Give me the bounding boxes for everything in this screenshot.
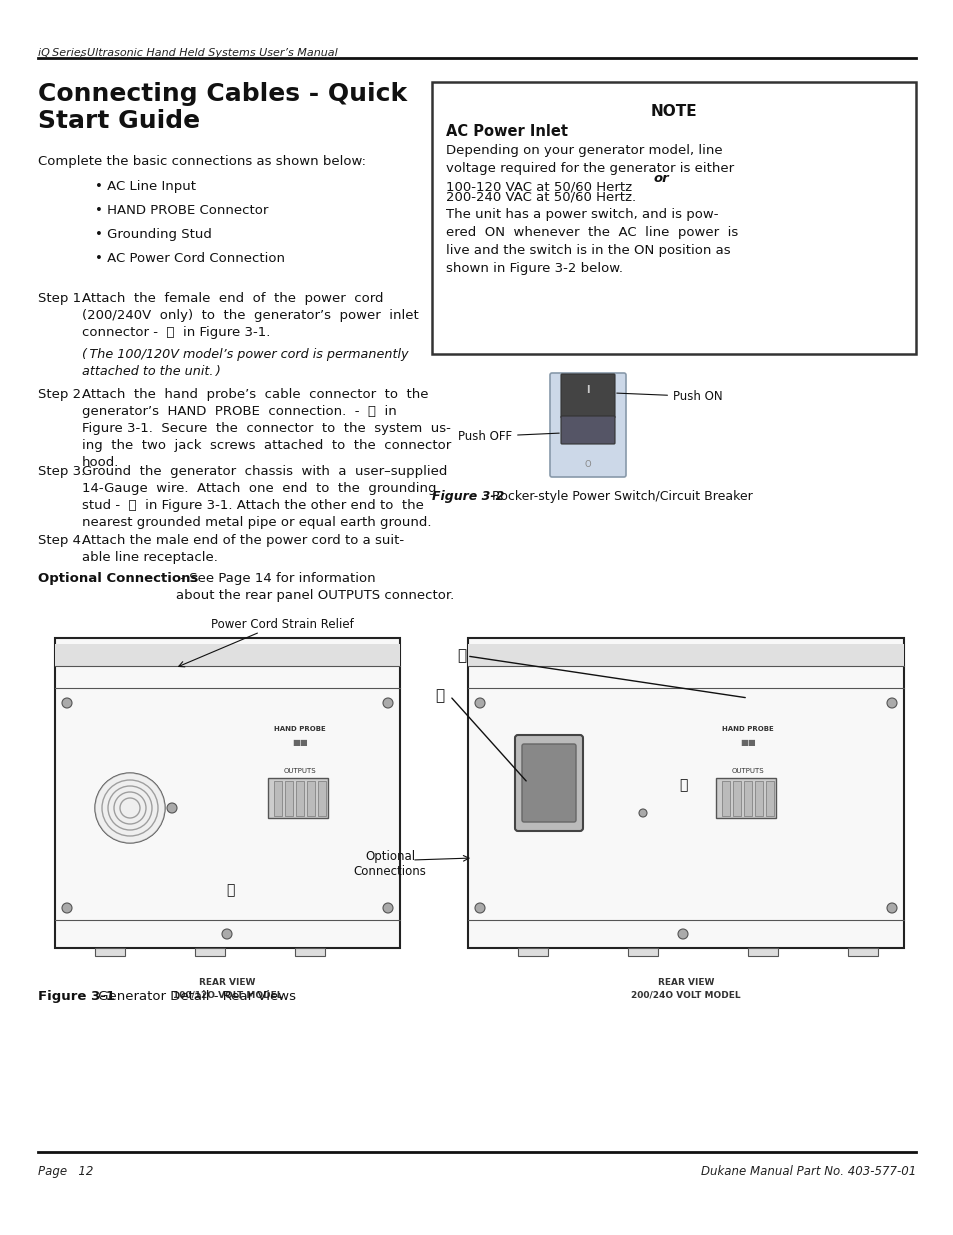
Text: Generator Detail - Rear Views: Generator Detail - Rear Views [94, 990, 295, 1003]
Text: • AC Line Input: • AC Line Input [95, 180, 195, 193]
Circle shape [678, 929, 687, 939]
Text: REAR VIEW: REAR VIEW [199, 978, 255, 987]
Text: Rocker-style Power Switch/Circuit Breaker: Rocker-style Power Switch/Circuit Breake… [483, 490, 752, 503]
Text: OUTPUTS: OUTPUTS [283, 768, 316, 774]
Circle shape [62, 698, 71, 708]
Bar [285, 781, 293, 816]
Circle shape [382, 903, 393, 913]
Text: Ⓒ: Ⓒ [679, 778, 686, 792]
Bar [194, 948, 225, 956]
Bar [747, 948, 778, 956]
Text: Optional Connections: Optional Connections [38, 572, 198, 585]
Bar [95, 948, 125, 956]
Circle shape [167, 803, 177, 813]
Circle shape [475, 698, 484, 708]
Text: Connecting Cables - Quick
Start Guide: Connecting Cables - Quick Start Guide [38, 82, 407, 133]
Text: 200-240 VAC at 50/60 Hertz.
The unit has a power switch, and is pow-
ered  ON  w: 200-240 VAC at 50/60 Hertz. The unit has… [446, 190, 738, 275]
Text: Step 2.: Step 2. [38, 388, 85, 401]
Circle shape [95, 773, 165, 844]
Bar [468, 643, 903, 666]
Text: Complete the basic connections as shown below:: Complete the basic connections as shown … [38, 156, 366, 168]
Circle shape [639, 809, 646, 818]
Circle shape [475, 903, 484, 913]
Text: iQ Series: iQ Series [38, 48, 87, 58]
Bar [268, 778, 328, 818]
Bar [307, 781, 314, 816]
Bar [55, 643, 399, 666]
Bar [317, 781, 326, 816]
Text: ■■: ■■ [740, 739, 755, 747]
Text: O: O [584, 459, 591, 469]
Bar [743, 781, 751, 816]
Bar [627, 948, 658, 956]
Bar [765, 781, 773, 816]
Text: - See Page 14 for information
about the rear panel OUTPUTS connector.: - See Page 14 for information about the … [175, 572, 454, 601]
Circle shape [382, 698, 393, 708]
Text: Push OFF: Push OFF [457, 430, 558, 443]
Circle shape [886, 903, 896, 913]
Text: HAND PROBE: HAND PROBE [274, 726, 326, 732]
Text: Figure 3-2: Figure 3-2 [432, 490, 504, 503]
Text: • AC Power Cord Connection: • AC Power Cord Connection [95, 252, 285, 266]
Circle shape [886, 698, 896, 708]
Text: 200/24O VOLT MODEL: 200/24O VOLT MODEL [631, 990, 740, 1000]
Text: Attach the male end of the power cord to a suit-
able line receptacle.: Attach the male end of the power cord to… [82, 534, 404, 564]
Bar [517, 948, 547, 956]
Bar [294, 948, 325, 956]
FancyBboxPatch shape [515, 735, 582, 831]
Text: Power Cord Strain Relief: Power Cord Strain Relief [211, 618, 353, 631]
Text: ( The 100/120V model’s power cord is permanently
attached to the unit. ): ( The 100/120V model’s power cord is per… [82, 348, 408, 378]
Text: Attach  the  hand  probe’s  cable  connector  to  the
generator’s  HAND  PROBE  : Attach the hand probe’s cable connector … [82, 388, 451, 469]
Text: • HAND PROBE Connector: • HAND PROBE Connector [95, 204, 268, 217]
Bar [721, 781, 729, 816]
Text: Ⓐ: Ⓐ [435, 688, 444, 703]
Text: Ⓑ: Ⓑ [456, 648, 466, 663]
Text: Step 1.: Step 1. [38, 291, 85, 305]
Text: HAND PROBE: HAND PROBE [721, 726, 773, 732]
Text: , Ultrasonic Hand Held Systems User’s Manual: , Ultrasonic Hand Held Systems User’s Ma… [80, 48, 337, 58]
Bar [716, 778, 775, 818]
Text: Step 3.: Step 3. [38, 466, 85, 478]
Bar [295, 781, 304, 816]
Text: Push ON: Push ON [617, 390, 721, 403]
Text: I: I [586, 385, 589, 395]
FancyBboxPatch shape [560, 374, 615, 417]
Text: Step 4.: Step 4. [38, 534, 85, 547]
Text: AC Power Inlet: AC Power Inlet [446, 124, 567, 140]
Text: • Grounding Stud: • Grounding Stud [95, 228, 212, 241]
Bar [732, 781, 740, 816]
Text: Figure 3-1: Figure 3-1 [38, 990, 115, 1003]
Text: OUTPUTS: OUTPUTS [731, 768, 763, 774]
Circle shape [222, 929, 232, 939]
Text: Depending on your generator model, line
voltage required for the generator is ei: Depending on your generator model, line … [446, 144, 734, 193]
Text: or: or [654, 172, 669, 185]
FancyBboxPatch shape [550, 373, 625, 477]
Text: Ⓒ: Ⓒ [226, 883, 233, 897]
Text: 100/12O VOLT MODEL: 100/12O VOLT MODEL [172, 990, 282, 1000]
Text: REAR VIEW: REAR VIEW [658, 978, 714, 987]
Text: NOTE: NOTE [650, 104, 697, 119]
Text: Attach  the  female  end  of  the  power  cord
(200/240V  only)  to  the  genera: Attach the female end of the power cord … [82, 291, 418, 338]
Text: Dukane Manual Part No. 403-577-01: Dukane Manual Part No. 403-577-01 [700, 1165, 915, 1178]
Text: Optional
Connections: Optional Connections [354, 850, 426, 878]
Text: Page   12: Page 12 [38, 1165, 93, 1178]
FancyBboxPatch shape [560, 416, 615, 445]
FancyBboxPatch shape [521, 743, 576, 823]
Bar [432, 82, 915, 354]
Bar [274, 781, 282, 816]
Bar [754, 781, 762, 816]
Text: Ground  the  generator  chassis  with  a  user–supplied
14-Gauge  wire.  Attach : Ground the generator chassis with a user… [82, 466, 447, 529]
Bar [55, 638, 399, 948]
Bar [468, 638, 903, 948]
Bar [847, 948, 877, 956]
Text: ■■: ■■ [292, 739, 308, 747]
Circle shape [62, 903, 71, 913]
